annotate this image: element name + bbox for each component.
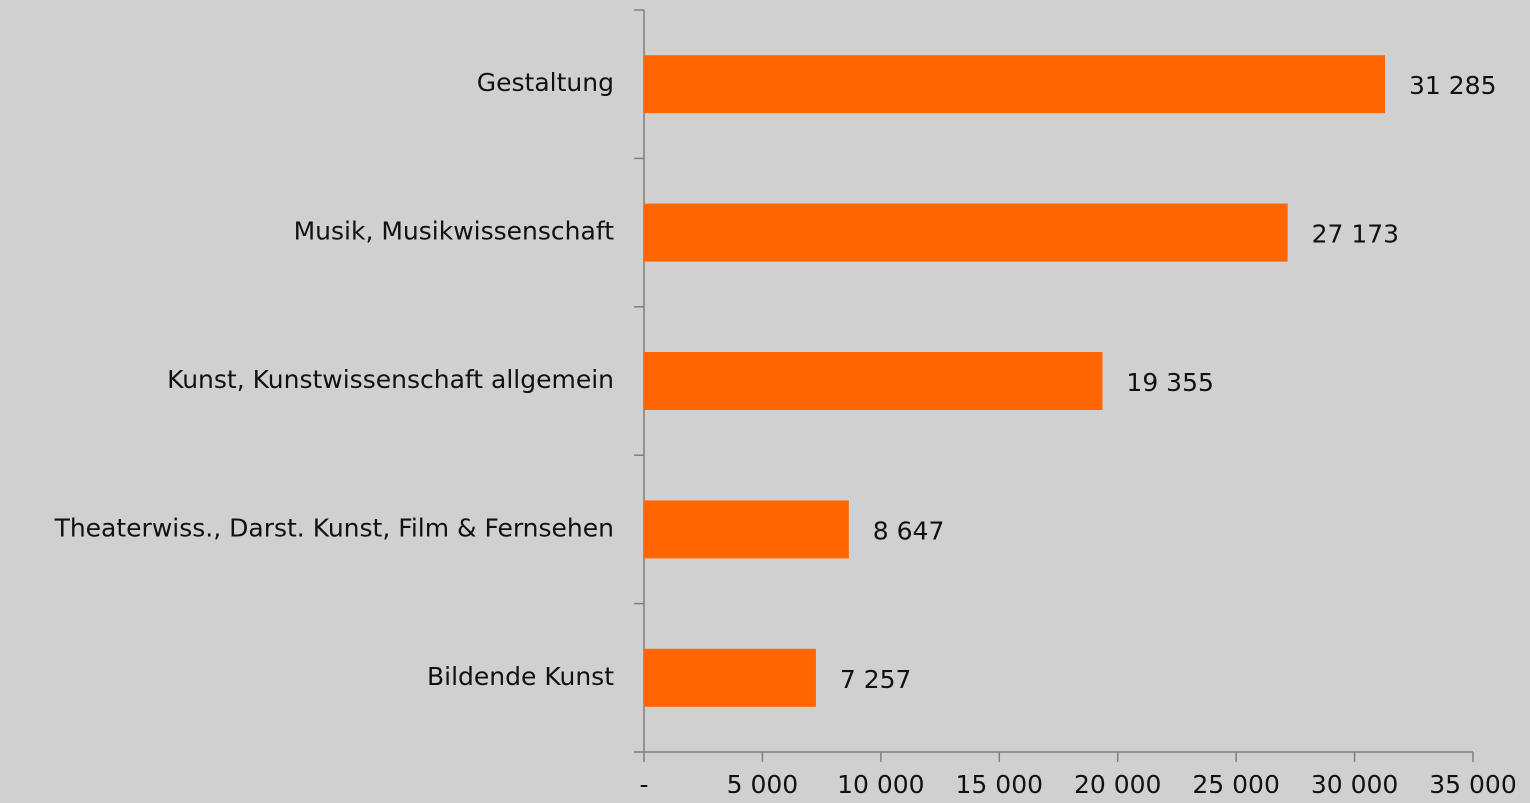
y-tick-label: Kunst, Kunstwissenschaft allgemein: [167, 365, 614, 394]
x-tick-label: 30 000: [1311, 770, 1398, 799]
value-label: 8 647: [873, 516, 945, 545]
x-tick-label: 10 000: [837, 770, 924, 799]
x-tick-label: 5 000: [727, 770, 799, 799]
bar: [644, 55, 1386, 114]
y-tick-label: Theaterwiss., Darst. Kunst, Film & Ferns…: [54, 513, 614, 542]
x-tick-label: 25 000: [1192, 770, 1279, 799]
value-label: 31 285: [1409, 71, 1496, 100]
x-tick-label: -: [639, 770, 648, 799]
value-label: 27 173: [1312, 220, 1399, 249]
value-label: 7 257: [840, 665, 912, 694]
x-tick-label: 15 000: [956, 770, 1043, 799]
x-tick-label: 35 000: [1429, 770, 1516, 799]
bar: [644, 203, 1288, 262]
x-tick-label: 20 000: [1074, 770, 1161, 799]
bar: [644, 352, 1103, 410]
y-tick-label: Gestaltung: [477, 68, 614, 97]
y-tick-label: Bildende Kunst: [427, 662, 614, 691]
bar: [644, 500, 849, 559]
bar: [644, 648, 816, 707]
y-tick-label: Musik, Musikwissenschaft: [294, 217, 615, 246]
value-label: 19 355: [1126, 368, 1213, 397]
